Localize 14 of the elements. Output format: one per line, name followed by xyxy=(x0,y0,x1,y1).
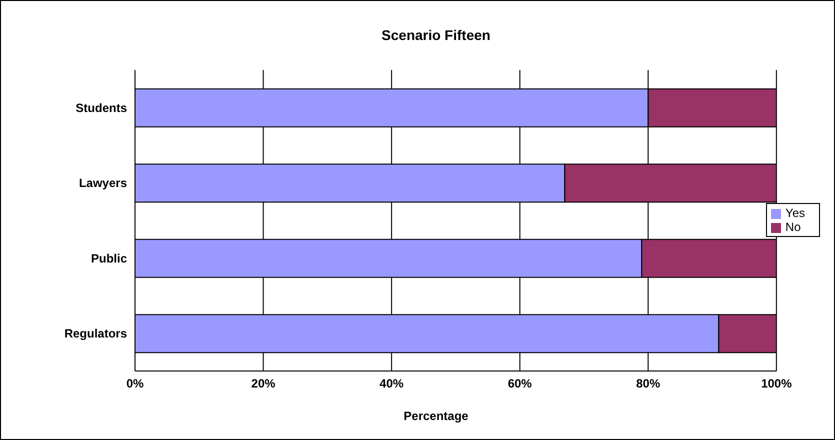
y-tick-label: Public xyxy=(90,251,128,266)
x-tick-label: 60% xyxy=(508,376,532,391)
x-tick-label: 40% xyxy=(380,376,404,391)
y-tick-label: Lawyers xyxy=(78,176,128,190)
x-tick-label: 100% xyxy=(761,376,792,391)
x-tick-label: 80% xyxy=(636,376,660,391)
x-axis-title: Percentage xyxy=(402,409,470,423)
x-tick-label: 20% xyxy=(251,376,276,391)
y-tick-label: Students xyxy=(76,100,128,115)
y-tick-label: Regulators xyxy=(64,326,128,341)
legend-label: No xyxy=(785,220,801,234)
chart-title: Scenario Fifteen xyxy=(380,27,492,43)
legend-label: Yes xyxy=(785,206,805,220)
x-tick-label: 0% xyxy=(126,376,144,391)
